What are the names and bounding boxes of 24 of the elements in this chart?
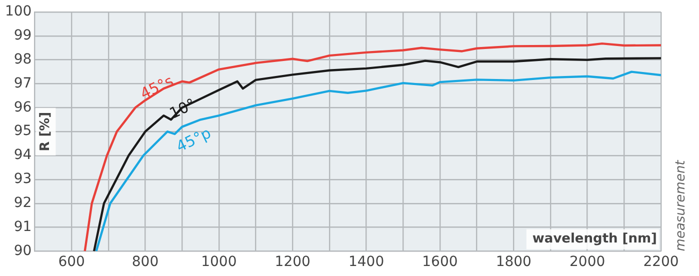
x-tick-label: 2200 bbox=[643, 254, 679, 270]
y-tick-label: 92 bbox=[14, 195, 32, 211]
x-axis-title: wavelength [nm] bbox=[532, 232, 657, 247]
y-tick-label: 100 bbox=[4, 4, 32, 20]
x-tick-label: 1600 bbox=[422, 254, 458, 270]
text: measurement bbox=[673, 159, 688, 252]
y-axis-title: R [%] bbox=[38, 112, 54, 152]
x-tick-label: 600 bbox=[58, 254, 85, 270]
y-tick-label: 98 bbox=[14, 51, 32, 68]
text: 45°p bbox=[173, 124, 214, 156]
y-tick-label: 96 bbox=[14, 99, 32, 116]
x-tick-label: 800 bbox=[132, 254, 159, 270]
x-tick-label: 1800 bbox=[496, 254, 532, 270]
y-tick-label: 90 bbox=[14, 242, 32, 259]
x-tick-label: 1400 bbox=[348, 254, 384, 270]
x-tick-label: 1200 bbox=[274, 254, 310, 270]
y-tick-label: 99 bbox=[14, 28, 32, 44]
y-tick-label: 97 bbox=[14, 75, 32, 92]
x-tick-label: 2000 bbox=[570, 254, 606, 270]
x-tick-label: 1000 bbox=[201, 254, 237, 270]
y-tick-label: 91 bbox=[14, 218, 32, 235]
y-tick-label: 94 bbox=[14, 147, 32, 164]
y-tick-label: 95 bbox=[14, 123, 32, 140]
y-tick-label: 93 bbox=[14, 171, 32, 188]
